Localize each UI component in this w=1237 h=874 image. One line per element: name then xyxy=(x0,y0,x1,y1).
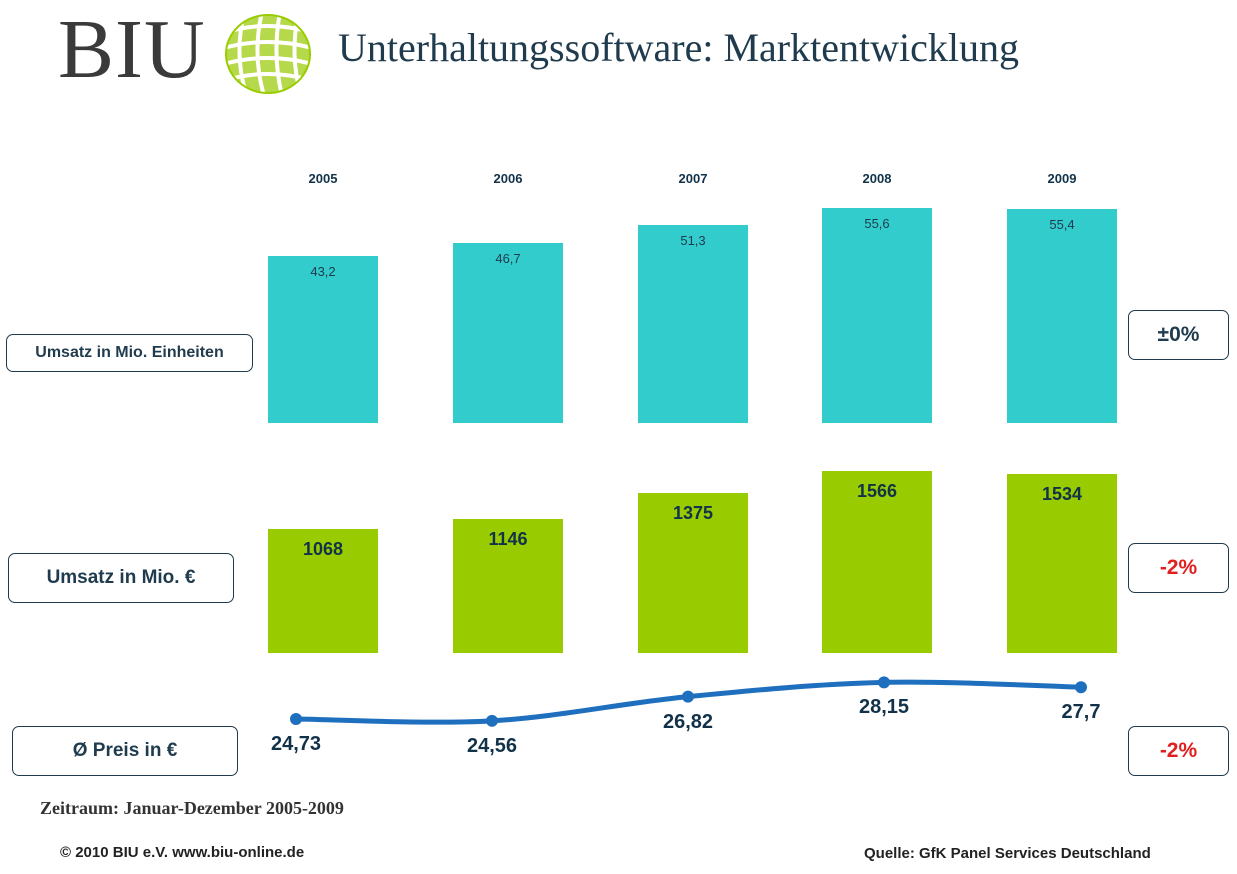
revenue-bar-2007 xyxy=(638,492,748,653)
units-bar-2009 xyxy=(1007,209,1117,423)
year-label-2007: 2007 xyxy=(678,171,708,186)
price-point-2007 xyxy=(682,690,694,703)
year-label-2005: 2005 xyxy=(308,171,338,186)
price-point-2009 xyxy=(1075,681,1087,694)
units-value-label: 51,3 xyxy=(680,232,706,248)
price-row-label: Ø Preis in € xyxy=(12,726,238,776)
biu-logo-text: BIU xyxy=(58,3,206,96)
page-title: Unterhaltungssoftware: Marktentwicklung xyxy=(338,25,1019,70)
revenue-value-label: 1146 xyxy=(488,529,528,550)
revenue-value-label: 1375 xyxy=(672,502,714,523)
price-value-label: 24,73 xyxy=(270,733,322,755)
revenue-value-label: 1566 xyxy=(856,480,898,501)
price-change-badge: -2% xyxy=(1128,726,1229,776)
price-point-2005 xyxy=(290,713,302,725)
price-point-2008 xyxy=(878,676,890,689)
units-bar-2007 xyxy=(638,224,748,423)
revenue-bar-2009 xyxy=(1007,474,1117,653)
source-text: Quelle: GfK Panel Services Deutschland xyxy=(864,845,1151,862)
copyright-text: © 2010 BIU e.V. www.biu-online.de xyxy=(60,844,305,861)
revenue-bar-2006 xyxy=(453,519,563,653)
revenue-row-label: Umsatz in Mio. € xyxy=(8,553,234,603)
units-change-badge: ±0% xyxy=(1128,310,1229,360)
price-value-label: 27,7 xyxy=(1061,701,1101,724)
units-value-label: 55,4 xyxy=(1049,217,1075,233)
units-row-label: Umsatz in Mio. Einheiten xyxy=(6,334,253,372)
globe-logo-icon xyxy=(225,14,311,94)
revenue-value-label: 1534 xyxy=(1041,484,1083,505)
revenue-bar-2008 xyxy=(822,470,932,653)
year-label-2008: 2008 xyxy=(862,171,892,186)
units-value-label: 46,7 xyxy=(495,250,521,266)
units-bar-2005 xyxy=(268,256,378,423)
units-value-label: 43,2 xyxy=(310,264,336,280)
year-label-2009: 2009 xyxy=(1047,171,1077,186)
units-value-label: 55,6 xyxy=(864,216,890,232)
revenue-change-badge: -2% xyxy=(1128,543,1229,593)
revenue-bar-2005 xyxy=(268,528,378,653)
price-point-2006 xyxy=(486,714,498,727)
units-bar-2008 xyxy=(822,208,932,423)
revenue-value-label: 1068 xyxy=(302,538,344,559)
period-note: Zeitraum: Januar-Dezember 2005-2009 xyxy=(40,798,344,818)
units-bar-2006 xyxy=(453,242,563,423)
year-label-2006: 2006 xyxy=(493,171,523,186)
price-value-label: 28,15 xyxy=(858,696,910,719)
price-value-label: 26,82 xyxy=(662,710,714,733)
price-value-label: 24,56 xyxy=(466,734,518,757)
